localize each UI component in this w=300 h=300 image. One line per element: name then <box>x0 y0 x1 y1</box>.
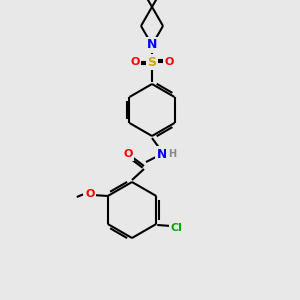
Text: S: S <box>148 56 157 68</box>
Text: O: O <box>85 189 94 199</box>
Text: O: O <box>164 57 174 67</box>
Text: Cl: Cl <box>170 223 182 233</box>
Text: N: N <box>147 38 157 52</box>
Text: O: O <box>130 57 140 67</box>
Text: O: O <box>123 149 133 159</box>
Text: H: H <box>168 149 176 159</box>
Text: N: N <box>157 148 167 160</box>
